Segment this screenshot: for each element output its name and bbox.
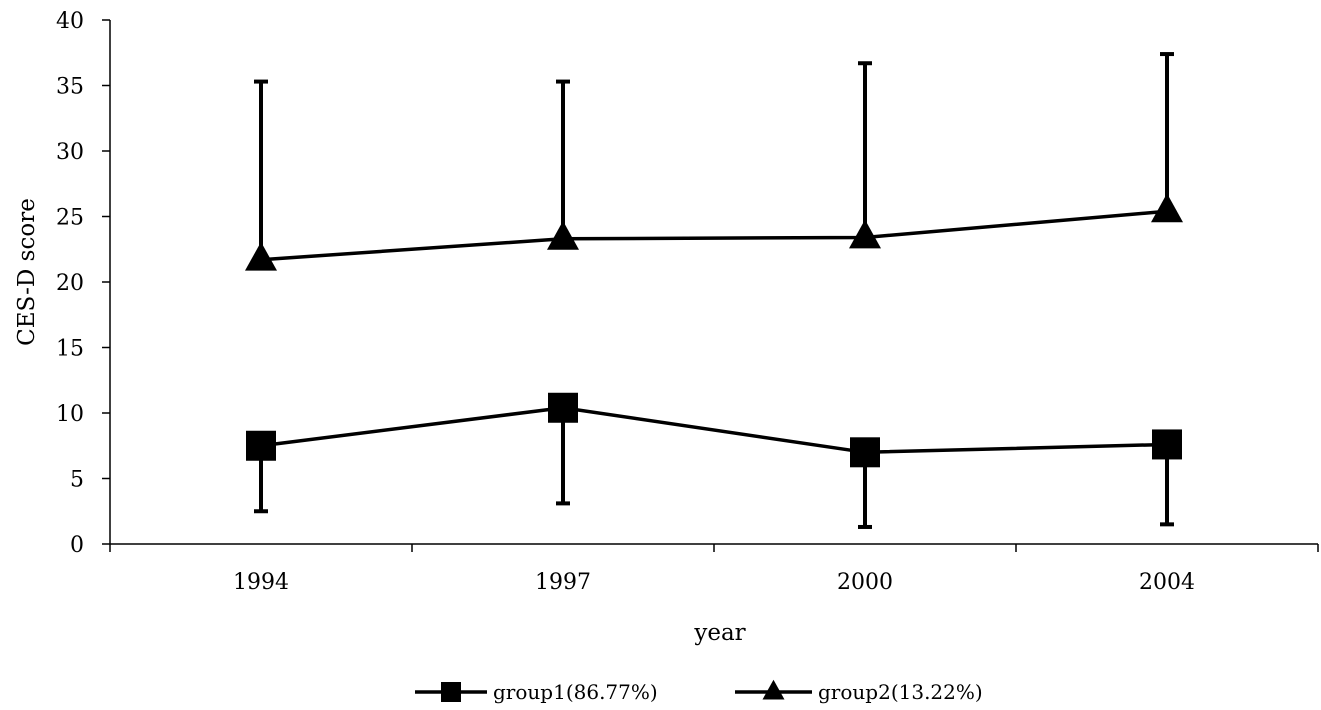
x-tick-label: 2004: [1139, 570, 1195, 595]
y-axis-title: CES-D score: [14, 198, 40, 346]
y-tick-label: 5: [70, 468, 84, 493]
series-1-point: [1152, 429, 1182, 460]
y-tick-label: 25: [56, 206, 84, 231]
x-tick-label: 1997: [535, 570, 591, 595]
y-tick-label: 30: [56, 140, 84, 165]
series-2-line: [260, 209, 1168, 262]
x-tick-label: 1994: [233, 570, 289, 595]
series-2-point: [1151, 193, 1183, 223]
series-1-point: [246, 430, 276, 461]
y-tick-label: 20: [56, 271, 84, 296]
series-2-point: [245, 241, 277, 271]
legend-marker-1: [441, 682, 461, 702]
error-bars: [254, 52, 1174, 529]
y-tick-label: 40: [56, 9, 84, 34]
x-tick-label: 2000: [837, 570, 893, 595]
y-tick-label: 0: [70, 533, 84, 558]
legend: group1(86.77%) group2(13.22%): [415, 679, 983, 704]
y-tick-label: 35: [56, 75, 84, 100]
legend-label-2: group2(13.22%): [818, 680, 983, 704]
series-1-line: [260, 405, 1168, 455]
y-tick-label: 10: [56, 402, 84, 427]
x-axis-title: year: [693, 620, 745, 646]
series-2-point: [547, 220, 579, 250]
legend-label-1: group1(86.77%): [493, 680, 658, 704]
y-tick-label: 15: [56, 337, 84, 362]
series-markers: [245, 193, 1183, 468]
chart-axes: 0 5 10 15 20 25 30 35 40 1994 1997 2000 2004: [56, 9, 1319, 595]
series-2-point: [849, 219, 881, 249]
series-1-point: [548, 392, 578, 423]
series-lines: [260, 209, 1168, 455]
legend-marker-2: [762, 679, 785, 700]
series-1-point: [850, 437, 880, 468]
